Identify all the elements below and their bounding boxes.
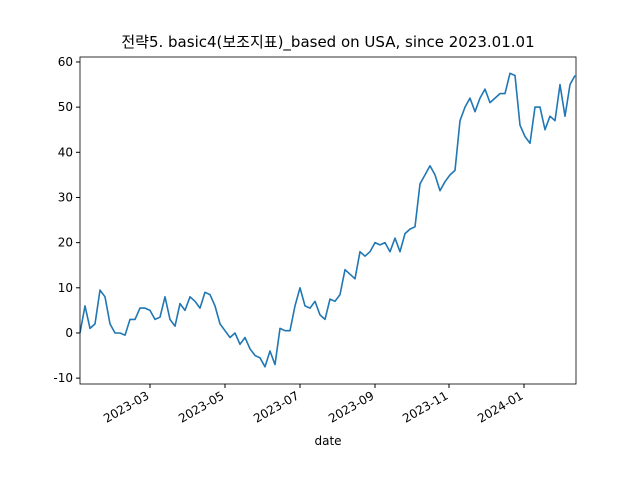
x-axis-label: date xyxy=(314,434,341,448)
y-tick-label: 40 xyxy=(58,145,73,159)
x-tick-label: 2023-03 xyxy=(101,388,151,425)
x-tick-label: 2023-05 xyxy=(176,388,226,425)
y-tick-label: -10 xyxy=(53,371,73,385)
y-tick-label: 30 xyxy=(58,190,73,204)
y-tick-label: 10 xyxy=(58,281,73,295)
x-tick-label: 2023-11 xyxy=(400,388,450,425)
y-tick-label: 60 xyxy=(58,55,73,69)
data-line xyxy=(79,72,576,368)
x-tick-label: 2024-01 xyxy=(475,388,525,425)
plot-frame xyxy=(79,56,577,385)
y-tick-label: 50 xyxy=(58,100,73,114)
x-tick-label: 2023-07 xyxy=(251,388,301,425)
y-tick-label: 0 xyxy=(65,326,73,340)
y-tick-label: 20 xyxy=(58,236,73,250)
chart-title: 전략5. basic4(보조지표)_based on USA, since 20… xyxy=(121,33,534,52)
x-tick-label: 2023-09 xyxy=(326,388,376,425)
